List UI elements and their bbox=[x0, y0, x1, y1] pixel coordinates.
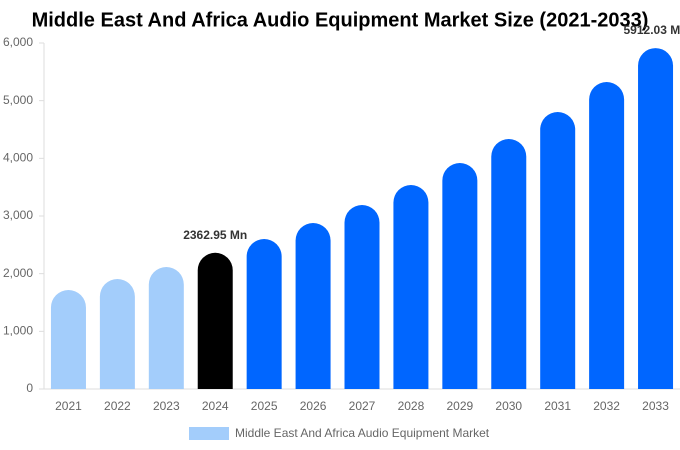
y-tick-label: 3,000 bbox=[3, 208, 33, 222]
x-tick-label: 2021 bbox=[55, 399, 82, 413]
legend-swatch bbox=[189, 427, 229, 440]
bar bbox=[491, 139, 527, 389]
bar bbox=[99, 279, 135, 389]
bar bbox=[589, 82, 625, 389]
bar bbox=[638, 48, 674, 389]
x-tick-label: 2022 bbox=[104, 399, 131, 413]
y-tick-label: 5,000 bbox=[3, 93, 33, 107]
y-tick-label: 2,000 bbox=[3, 266, 33, 280]
x-tick-label: 2026 bbox=[300, 399, 327, 413]
bar bbox=[246, 239, 282, 389]
y-tick-label: 4,000 bbox=[3, 151, 33, 165]
bar bbox=[344, 205, 380, 389]
x-tick-label: 2029 bbox=[446, 399, 473, 413]
x-tick-label: 2033 bbox=[642, 399, 669, 413]
bar bbox=[442, 163, 478, 389]
value-label: 2362.95 Mn bbox=[183, 228, 247, 242]
bar bbox=[50, 289, 86, 389]
x-tick-label: 2030 bbox=[495, 399, 522, 413]
y-tick-label: 0 bbox=[26, 381, 33, 395]
chart-title: Middle East And Africa Audio Equipment M… bbox=[32, 9, 649, 31]
bar bbox=[393, 185, 429, 389]
y-tick-label: 6,000 bbox=[3, 35, 33, 49]
legend-label: Middle East And Africa Audio Equipment M… bbox=[235, 426, 490, 440]
bar bbox=[148, 267, 184, 389]
bar bbox=[197, 252, 233, 389]
x-tick-label: 2028 bbox=[398, 399, 425, 413]
x-tick-label: 2024 bbox=[202, 399, 229, 413]
y-tick-label: 1,000 bbox=[3, 324, 33, 338]
x-tick-label: 2027 bbox=[349, 399, 376, 413]
x-tick-label: 2032 bbox=[593, 399, 620, 413]
x-tick-label: 2025 bbox=[251, 399, 278, 413]
value-label: 5912.03 Mn bbox=[624, 23, 680, 37]
bar bbox=[540, 112, 576, 390]
x-tick-label: 2023 bbox=[153, 399, 180, 413]
x-tick-label: 2031 bbox=[544, 399, 571, 413]
bar bbox=[295, 223, 331, 389]
